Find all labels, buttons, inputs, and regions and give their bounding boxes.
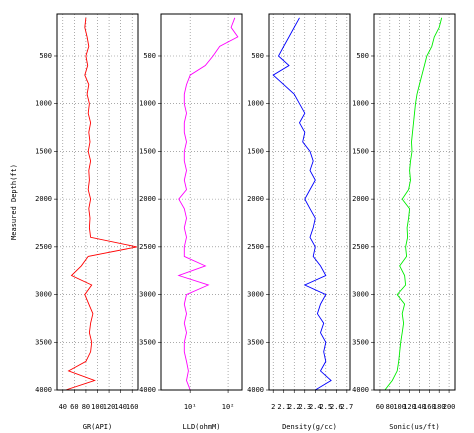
x-tick-label: 60 (70, 403, 78, 411)
y-tick-label: 2000 (352, 195, 369, 203)
y-tick-label: 4000 (35, 386, 52, 394)
y-tick-label: 3500 (139, 338, 156, 346)
x-tick-label: 2.4 (309, 403, 322, 411)
x-tick-label: 100 (393, 403, 406, 411)
y-tick-label: 1000 (139, 100, 156, 108)
y-tick-label: 2000 (139, 195, 156, 203)
y-tick-label: 3500 (35, 338, 52, 346)
y-axis-label: Measured Depth(ft) (10, 164, 18, 240)
x-axis-label: LLD(ohmM) (183, 423, 221, 431)
x-tick-label: 10² (222, 403, 235, 411)
y-tick-label: 2000 (35, 195, 52, 203)
x-tick-label: 10¹ (184, 403, 197, 411)
track-frame (268, 13, 351, 391)
x-axis-label: GR(API) (83, 423, 113, 431)
y-tick-label: 1500 (139, 147, 156, 155)
y-tick-label: 500 (356, 52, 369, 60)
track-frame (56, 13, 139, 391)
y-tick-label: 1000 (247, 100, 264, 108)
x-tick-label: 140 (114, 403, 127, 411)
x-tick-label: 2.3 (298, 403, 311, 411)
y-tick-label: 3000 (352, 291, 369, 299)
y-tick-label: 4000 (247, 386, 264, 394)
y-tick-label: 3500 (352, 338, 369, 346)
x-axis-label: Sonic(us/ft) (389, 423, 440, 431)
x-tick-label: 80 (82, 403, 90, 411)
track-frame (160, 13, 243, 391)
x-tick-label: 2.5 (319, 403, 332, 411)
x-tick-label: 80 (386, 403, 394, 411)
log-curve (177, 17, 239, 391)
y-tick-label: 1500 (352, 147, 369, 155)
y-tick-label: 2000 (247, 195, 264, 203)
x-tick-label: 200 (443, 403, 456, 411)
x-tick-label: 60 (376, 403, 384, 411)
x-tick-label: 2 (271, 403, 275, 411)
x-tick-label: 180 (433, 403, 446, 411)
x-tick-label: 120 (403, 403, 416, 411)
y-tick-label: 2500 (35, 243, 52, 251)
x-tick-label: 160 (126, 403, 139, 411)
y-tick-label: 1000 (35, 100, 52, 108)
y-tick-label: 3000 (35, 291, 52, 299)
x-axis-label: Density(g/cc) (282, 423, 337, 431)
y-tick-label: 500 (39, 52, 52, 60)
y-tick-label: 2500 (139, 243, 156, 251)
x-tick-label: 2.2 (288, 403, 301, 411)
y-tick-label: 4000 (352, 386, 369, 394)
y-tick-label: 1500 (247, 147, 264, 155)
log-curve (384, 17, 443, 391)
y-tick-label: 1500 (35, 147, 52, 155)
x-tick-label: 2.7 (341, 403, 354, 411)
y-tick-label: 500 (143, 52, 156, 60)
log-curve (272, 17, 332, 391)
y-tick-label: 500 (251, 52, 264, 60)
x-tick-label: 120 (103, 403, 116, 411)
x-tick-label: 40 (59, 403, 67, 411)
y-tick-label: 2500 (247, 243, 264, 251)
y-tick-label: 2500 (352, 243, 369, 251)
track-frame (373, 13, 456, 391)
x-tick-label: 140 (413, 403, 426, 411)
x-tick-label: 160 (423, 403, 436, 411)
y-tick-label: 3000 (139, 291, 156, 299)
x-tick-label: 100 (91, 403, 104, 411)
y-tick-label: 4000 (139, 386, 156, 394)
x-tick-label: 2.1 (277, 403, 290, 411)
y-tick-label: 3000 (247, 291, 264, 299)
y-tick-label: 1000 (352, 100, 369, 108)
x-tick-label: 2.6 (330, 403, 343, 411)
log-curve (65, 17, 137, 391)
y-tick-label: 3500 (247, 338, 264, 346)
